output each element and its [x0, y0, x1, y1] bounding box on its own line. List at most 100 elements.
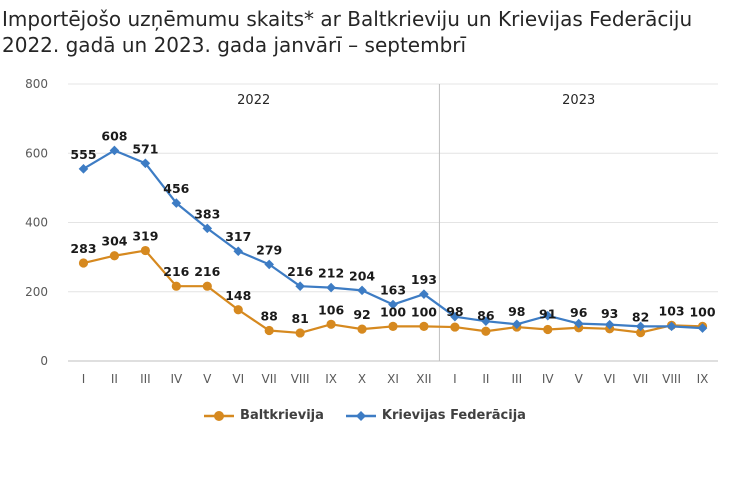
data-label: 383: [194, 206, 220, 221]
point-1: [202, 223, 213, 234]
data-label: 98: [508, 304, 525, 319]
point-1: [419, 289, 429, 299]
data-label: 81: [291, 311, 308, 326]
y-tick-label: 600: [25, 146, 48, 160]
point-1: [233, 246, 244, 257]
point-1: [171, 198, 182, 208]
data-label: 216: [194, 264, 220, 279]
data-label: 204: [349, 268, 375, 283]
x-tick-label: IV: [542, 372, 555, 386]
data-label: 216: [287, 264, 313, 279]
data-label: 317: [225, 229, 251, 244]
legend-marker-baltkrievija: [204, 410, 235, 421]
x-tick-label: V: [575, 372, 584, 386]
point-1: [481, 316, 491, 326]
point-1: [109, 145, 120, 156]
point-0: [171, 281, 181, 291]
x-tick-label: III: [140, 372, 151, 386]
point-0: [78, 258, 89, 268]
point-1: [635, 321, 646, 332]
point-0: [233, 305, 243, 315]
year-label-2022: 2022: [237, 93, 270, 108]
point-0: [357, 324, 367, 334]
data-label: 571: [132, 141, 158, 156]
x-tick-label: II: [482, 372, 489, 386]
x-tick-label: IV: [170, 372, 183, 386]
data-label: 283: [70, 241, 96, 256]
legend-item-baltkrievija: Baltkrievija: [204, 408, 324, 423]
point-1: [326, 282, 336, 293]
point-0: [264, 325, 274, 336]
data-label: 91: [539, 306, 556, 321]
data-label: 100: [411, 304, 437, 319]
data-label: 319: [132, 229, 158, 244]
data-label: 93: [601, 306, 618, 321]
point-1: [604, 319, 615, 330]
x-tick-label: I: [82, 372, 86, 386]
legend-label-krievijas-federacija: Krievijas Federācija: [381, 408, 526, 423]
x-tick-label: VIII: [291, 372, 310, 386]
data-label: 163: [380, 283, 406, 298]
y-tick-label: 400: [25, 216, 48, 230]
title-line-2: 2022. gadā un 2023. gada janvārī – septe…: [2, 33, 467, 57]
point-0: [481, 326, 491, 336]
point-0: [326, 319, 336, 329]
title-line-1: Importējošo uzņēmumu skaits* ar Baltkrie…: [2, 7, 693, 31]
y-tick-label: 200: [25, 285, 48, 299]
data-label: 148: [225, 288, 251, 303]
data-label: 212: [318, 266, 344, 281]
chart-title: Importējošo uzņēmumu skaits* ar Baltkrie…: [2, 6, 730, 58]
legend: Baltkrievija Krievijas Federācija: [0, 408, 730, 423]
point-1: [264, 259, 274, 270]
legend-item-krievijas-federacija: Krievijas Federācija: [345, 408, 526, 423]
data-label: 106: [318, 302, 344, 317]
point-1: [512, 319, 522, 330]
x-tick-label: IX: [697, 372, 709, 386]
point-1: [666, 321, 677, 332]
data-label: 92: [353, 307, 370, 322]
data-label: 103: [659, 303, 685, 318]
x-tick-label: X: [358, 372, 366, 386]
data-label: 555: [70, 147, 96, 162]
data-label: 304: [101, 234, 127, 249]
point-0: [140, 245, 150, 256]
point-1: [295, 281, 305, 292]
point-1: [140, 158, 151, 169]
y-tick-label: 0: [40, 354, 48, 368]
point-0: [450, 322, 460, 332]
point-1: [388, 299, 398, 310]
point-0: [543, 324, 553, 335]
point-0: [388, 321, 398, 331]
x-tick-label: III: [511, 372, 522, 386]
x-tick-label: IX: [325, 372, 337, 386]
x-tick-label: II: [111, 372, 118, 386]
point-0: [636, 328, 646, 338]
y-tick-label: 800: [25, 77, 48, 91]
x-tick-label: VI: [604, 372, 616, 386]
data-label: 98: [446, 304, 463, 319]
x-tick-label: VII: [262, 372, 277, 386]
point-0: [109, 251, 120, 261]
data-label: 216: [163, 264, 189, 279]
data-label: 279: [256, 242, 282, 257]
x-tick-label: V: [203, 372, 212, 386]
point-1: [697, 323, 708, 333]
x-tick-label: VIII: [662, 372, 681, 386]
data-label: 100: [380, 304, 406, 319]
data-label: 456: [163, 181, 189, 196]
point-0: [202, 281, 212, 291]
data-label: 193: [411, 272, 437, 287]
point-1: [542, 310, 553, 321]
legend-label-baltkrievija: Baltkrievija: [240, 408, 324, 423]
point-0: [419, 321, 429, 331]
x-tick-label: I: [453, 372, 457, 386]
point-1: [357, 285, 367, 296]
point-0: [295, 328, 305, 338]
data-label: 100: [689, 304, 715, 319]
x-tick-label: XII: [416, 372, 431, 386]
point-1: [450, 311, 460, 322]
point-1: [573, 318, 584, 329]
legend-marker-krievijas-federacija: [345, 410, 376, 421]
point-1: [78, 164, 89, 174]
